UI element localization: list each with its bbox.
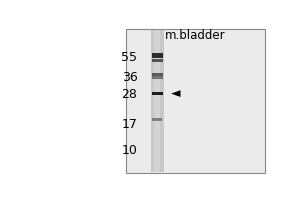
Bar xyxy=(152,73,163,76)
Text: 36: 36 xyxy=(122,71,137,84)
Text: 17: 17 xyxy=(122,118,137,131)
Bar xyxy=(151,30,164,172)
Bar xyxy=(154,30,160,172)
Text: m.bladder: m.bladder xyxy=(165,29,226,42)
Bar xyxy=(152,59,163,62)
Bar xyxy=(126,29,266,173)
Text: 55: 55 xyxy=(122,51,137,64)
Bar xyxy=(152,76,163,79)
Bar xyxy=(152,92,163,95)
Bar xyxy=(152,53,163,58)
Text: 28: 28 xyxy=(122,88,137,101)
Polygon shape xyxy=(171,90,181,97)
Text: 10: 10 xyxy=(122,144,137,157)
Bar xyxy=(152,118,162,121)
